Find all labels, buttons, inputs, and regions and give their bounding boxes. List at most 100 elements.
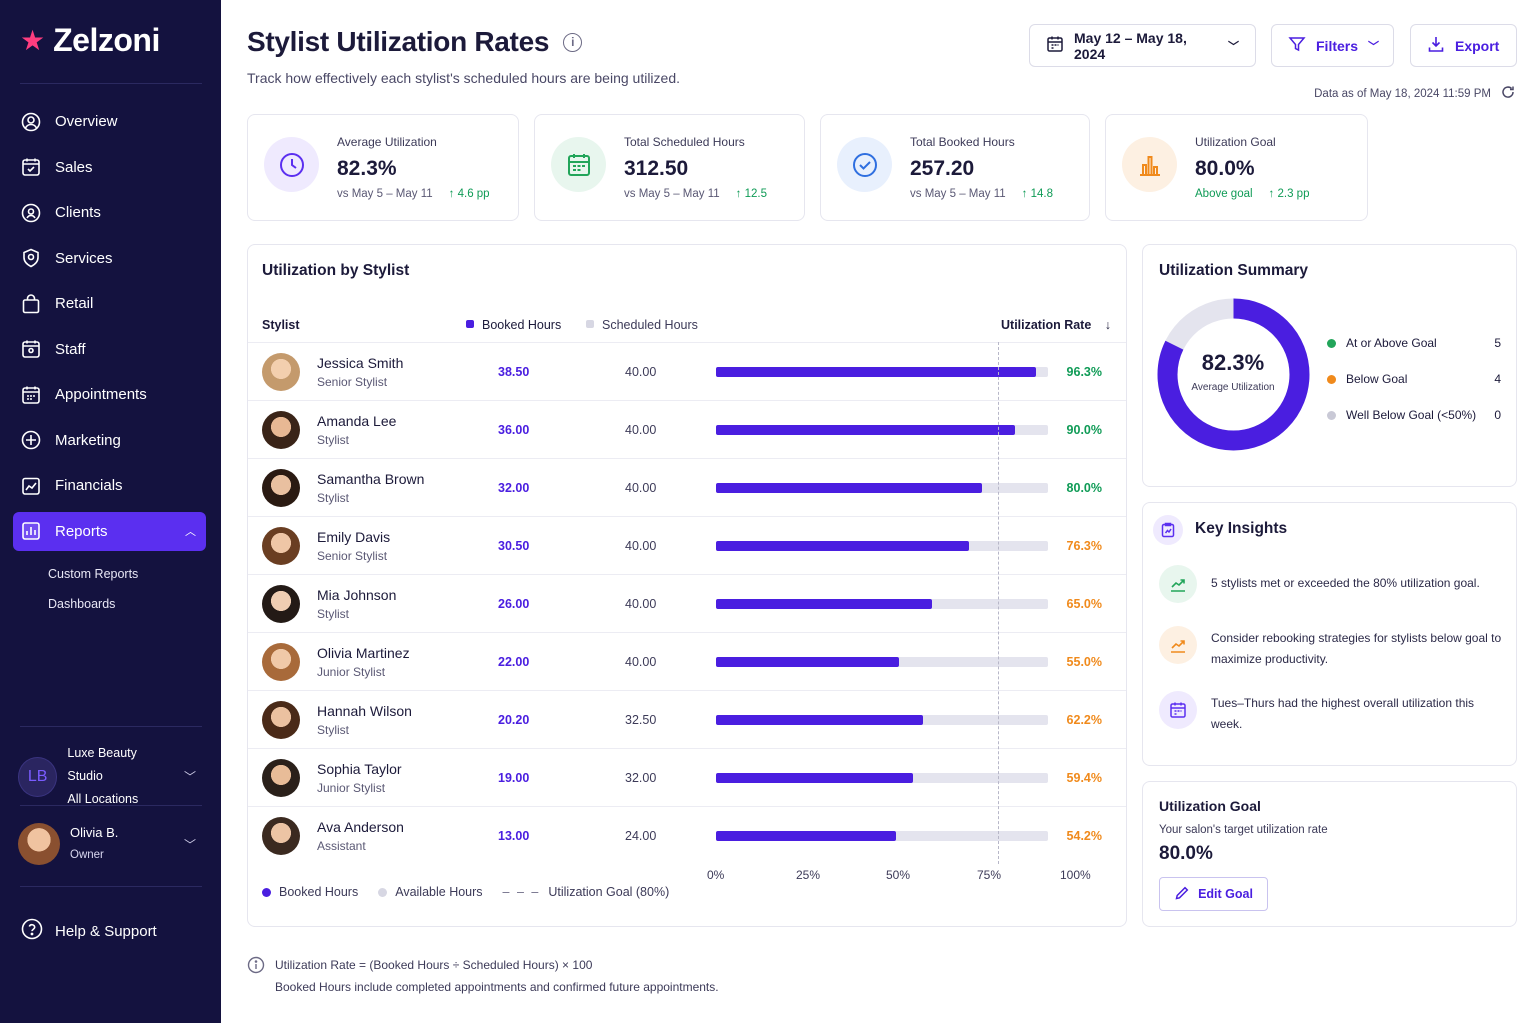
utilization-bar [716,657,899,667]
summary-value: 82.3% [1201,350,1265,375]
column-header-scheduled-label: Scheduled Hours [602,318,698,332]
avatar [262,411,300,449]
sidebar-item-retail[interactable]: Retail [13,281,206,327]
chevron-down-icon[interactable]: ﹀ [183,837,196,852]
sidebar-item-reports[interactable]: Reports ︿ [13,511,206,551]
filters-button[interactable]: Filters ﹀ [1271,24,1394,67]
subnav-item-dashboards[interactable]: Dashboards [48,596,116,611]
table-row[interactable]: Samantha Brown Stylist 32.00 40.00 80.0% [248,458,1126,516]
stylist-name[interactable]: Emily Davis [317,529,391,545]
sidebar-item-financials[interactable]: Financials [13,463,206,509]
avatar [262,527,300,565]
summary-title: Utilization Summary [1159,262,1308,279]
export-button[interactable]: Export [1410,24,1517,67]
column-header-utilization-rate[interactable]: Utilization Rate ↓ [1001,318,1111,332]
chart-legend: Booked Hours Available Hours – – – Utiliz… [262,885,669,899]
insight-text: Tues–Thurs had the highest overall utili… [1211,696,1475,731]
utilization-bar-track [716,425,1048,435]
subnav-item-custom-reports[interactable]: Custom Reports [48,566,139,581]
donut-center: 82.3% Average Utilization [1160,350,1306,393]
sidebar-item-sales[interactable]: Sales [13,145,206,191]
stylist-name[interactable]: Jessica Smith [317,355,404,371]
stylist-role: Stylist [317,723,350,737]
edit-goal-button[interactable]: Edit Goal [1159,877,1268,911]
utilization-bar-track [716,657,1048,667]
kpi-label: Total Booked Hours [910,135,1015,149]
calendar-icon [1159,691,1197,729]
edit-goal-label: Edit Goal [1198,887,1253,901]
sidebar-item-staff[interactable]: Staff [13,327,206,373]
app-name: Zelzoni [53,22,160,58]
scheduled-hours-value: 40.00 [625,597,657,611]
legend-label: Well Below Goal (<50%) [1346,408,1477,422]
stylist-name[interactable]: Hannah Wilson [317,703,412,719]
stylist-name[interactable]: Amanda Lee [317,413,397,429]
sidebar-item-marketing[interactable]: Marketing [13,418,206,464]
calendar-icon [551,137,606,192]
legend-available: Available Hours [378,885,483,899]
stylist-name[interactable]: Ava Anderson [317,819,404,835]
chevron-up-icon[interactable]: ︿ [185,526,196,538]
column-header-booked-label: Booked Hours [482,318,562,332]
utilization-rate-value: 76.3% [1066,539,1102,553]
utilization-bar-track [716,715,1048,725]
table-row[interactable]: Emily Davis Senior Stylist 30.50 40.00 76.3% [248,516,1126,574]
utilization-goal-card [1142,781,1517,927]
column-header-stylist[interactable]: Stylist [262,318,300,332]
sort-arrow-down-icon[interactable]: ↓ [1104,318,1112,332]
user-menu[interactable]: Olivia B. Owner ﹀ [18,822,208,866]
legend-available-label: Available Hours [395,885,483,899]
table-row[interactable]: Olivia Martinez Junior Stylist 22.00 40.00 5… [248,632,1126,690]
legend-goal: – – – Utilization Goal (80%) [502,885,670,899]
page-title: Stylist Utilization Rates [247,26,550,57]
sidebar-item-appointments[interactable]: Appointments [13,372,206,418]
utilization-rate-value: 65.0% [1066,597,1102,611]
services-icon [21,248,41,268]
stylist-role: Stylist [317,607,350,621]
table-row[interactable]: Jessica Smith Senior Stylist 38.50 40.00 96.… [248,342,1126,400]
summary-legend-item: Below Goal 4 [1327,372,1501,386]
utilization-by-stylist-card [247,244,1127,927]
insight-item: 5 stylists met or exceeded the 80% utili… [1159,565,1504,603]
utilization-rate-value: 59.4% [1066,771,1102,785]
utilization-summary-card [1142,244,1517,487]
sidebar-item-services[interactable]: Services [13,236,206,282]
trend-warning-icon [1159,626,1197,664]
app-logo[interactable]: ★ Zelzoni [20,22,160,59]
stylist-name[interactable]: Olivia Martinez [317,645,410,661]
legend-dot [1327,374,1336,384]
info-icon[interactable]: i [563,32,583,52]
booked-hours-value: 38.50 [498,365,530,379]
refresh-icon[interactable] [1501,85,1515,102]
utilization-bar [716,773,913,783]
stylist-name[interactable]: Sophia Taylor [317,761,402,777]
stylist-role: Stylist [317,433,350,447]
kpi-compare: vs May 5 – May 11 [337,188,433,200]
table-row[interactable]: Hannah Wilson Stylist 20.20 32.50 62.2% [248,690,1126,748]
avatar [262,353,300,391]
legend-dot [1327,338,1336,348]
sidebar-item-clients[interactable]: Clients [13,190,206,236]
pencil-icon [1174,885,1190,904]
date-range-picker[interactable]: May 12 – May 18, 2024 ﹀ [1029,24,1256,67]
help-support-link[interactable]: Help & Support [21,918,157,944]
stylist-name[interactable]: Mia Johnson [317,587,397,603]
table-row[interactable]: Mia Johnson Stylist 26.00 40.00 65.0% [248,574,1126,632]
goal-caption: Your salon's target utilization rate [1159,824,1328,836]
table-row[interactable]: Amanda Lee Stylist 36.00 40.00 90.0% [248,400,1126,458]
sidebar-item-label: Clients [55,204,101,222]
sidebar-item-overview[interactable]: Overview [13,99,206,145]
location-switcher[interactable]: LB Luxe Beauty Studio All Locations ﹀ [18,742,208,811]
utilization-rate-value: 54.2% [1066,829,1102,843]
table-row[interactable]: Ava Anderson Assistant 13.00 24.00 54.2% [248,806,1126,864]
kpi-compare: Above goal [1195,188,1253,200]
clients-icon [21,203,41,223]
stylist-name[interactable]: Samantha Brown [317,471,425,487]
stylist-role: Senior Stylist [317,375,388,389]
sidebar-item-label: Services [55,249,113,267]
chevron-down-icon[interactable]: ﹀ [183,770,196,784]
kpi-delta: ↑ 2.3 pp [1268,188,1310,200]
table-row[interactable]: Sophia Taylor Junior Stylist 19.00 32.00 59.… [248,748,1126,806]
sidebar-item-label: Appointments [55,386,147,404]
help-label: Help & Support [55,922,157,940]
